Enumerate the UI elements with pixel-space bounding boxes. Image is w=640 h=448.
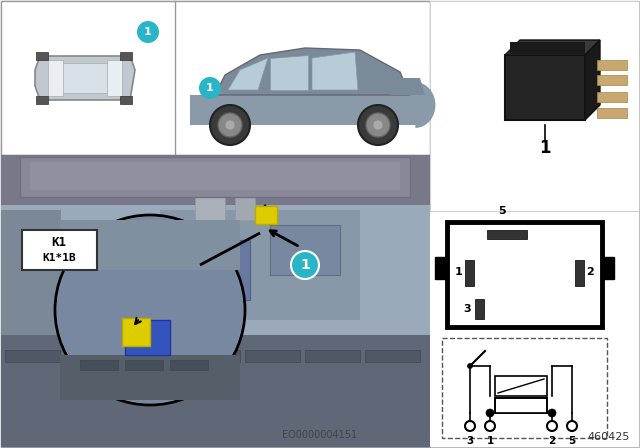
Bar (235, 160, 255, 220)
Bar (597, 108, 627, 118)
Text: 5: 5 (568, 436, 575, 446)
Circle shape (465, 421, 475, 431)
Circle shape (567, 421, 577, 431)
Bar (122, 318, 150, 346)
Polygon shape (210, 48, 410, 95)
Bar (160, 210, 360, 320)
Bar (430, 1, 639, 447)
Text: 2: 2 (586, 267, 594, 277)
Bar (270, 225, 340, 275)
Bar (195, 160, 225, 240)
Polygon shape (585, 40, 600, 120)
Bar (170, 360, 208, 370)
Circle shape (218, 113, 242, 137)
Bar (55, 63, 115, 93)
Polygon shape (228, 58, 268, 90)
Bar (1, 155, 430, 447)
Text: 1: 1 (540, 139, 551, 157)
Bar (1, 155, 430, 205)
Bar (125, 320, 170, 355)
Bar (1, 210, 61, 335)
Bar (36, 52, 48, 60)
Circle shape (366, 113, 390, 137)
Bar (120, 52, 132, 60)
Bar (442, 338, 607, 438)
Text: 3: 3 (463, 304, 471, 314)
Circle shape (373, 120, 383, 130)
Bar (495, 398, 547, 413)
Polygon shape (270, 55, 308, 90)
Circle shape (57, 217, 243, 403)
Text: EO0000004151: EO0000004151 (282, 430, 358, 440)
Bar (510, 42, 585, 54)
Bar (255, 206, 277, 224)
Text: 1: 1 (300, 258, 310, 272)
Text: 460425: 460425 (588, 432, 630, 442)
Circle shape (467, 363, 472, 369)
Bar (36, 96, 48, 104)
Bar (602, 257, 614, 279)
Circle shape (548, 409, 556, 417)
Polygon shape (190, 90, 228, 105)
Text: 5: 5 (498, 206, 506, 216)
Bar (185, 350, 240, 362)
Bar (465, 260, 474, 286)
Bar (597, 75, 627, 85)
Circle shape (358, 105, 398, 145)
Bar (80, 360, 118, 370)
Circle shape (291, 251, 319, 279)
Bar (1, 335, 430, 447)
Text: 2: 2 (548, 436, 556, 446)
Bar (435, 257, 447, 279)
Circle shape (199, 77, 221, 99)
Bar (1, 205, 430, 335)
Bar (170, 240, 250, 300)
Bar (120, 96, 132, 104)
Bar (1, 1, 430, 155)
Circle shape (210, 105, 250, 145)
Polygon shape (505, 40, 600, 55)
Bar (487, 230, 527, 239)
Polygon shape (390, 78, 425, 95)
Text: 1: 1 (486, 436, 493, 446)
Bar (597, 60, 627, 70)
Bar (125, 350, 180, 362)
Bar (60, 220, 240, 270)
Bar (475, 299, 484, 319)
Circle shape (137, 21, 159, 43)
Bar (5, 350, 60, 362)
Bar (48, 60, 63, 96)
Bar (107, 60, 122, 96)
Circle shape (55, 215, 245, 405)
Bar (20, 157, 410, 197)
Bar (447, 222, 602, 327)
Bar (597, 92, 627, 102)
Bar (575, 260, 584, 286)
Bar (125, 360, 163, 370)
Bar (65, 350, 120, 362)
Bar (430, 1, 639, 211)
Bar (305, 350, 360, 362)
Circle shape (225, 120, 235, 130)
Polygon shape (312, 52, 358, 90)
Text: 1: 1 (206, 83, 214, 93)
Bar (365, 350, 420, 362)
Bar (22, 230, 97, 270)
Text: K1*1B: K1*1B (42, 253, 76, 263)
Bar (30, 162, 400, 190)
Bar (245, 350, 300, 362)
Text: 1: 1 (455, 267, 463, 277)
Bar (60, 355, 240, 400)
Circle shape (547, 421, 557, 431)
Text: K1: K1 (51, 236, 67, 249)
Circle shape (486, 409, 494, 417)
Bar (505, 55, 585, 120)
Circle shape (485, 421, 495, 431)
Polygon shape (190, 95, 425, 125)
Bar (495, 376, 547, 396)
Text: 3: 3 (467, 436, 474, 446)
Text: 1: 1 (144, 27, 152, 37)
Polygon shape (35, 56, 135, 100)
